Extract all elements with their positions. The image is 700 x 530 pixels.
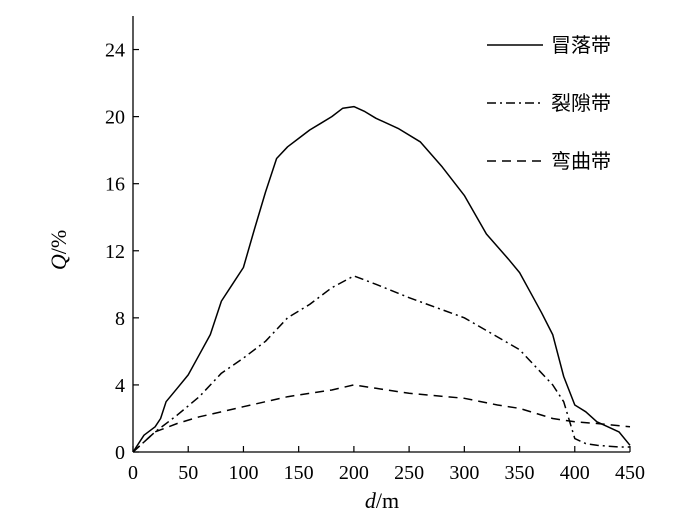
x-tick-label: 350	[505, 462, 535, 484]
legend-label: 弯曲带	[551, 149, 611, 173]
legend-label: 裂隙带	[551, 91, 611, 115]
x-tick-label: 150	[284, 462, 314, 484]
y-axis-symbol: Q	[46, 254, 71, 270]
y-tick-label: 20	[105, 107, 125, 129]
y-axis-label: Q/%	[46, 230, 71, 270]
x-tick-label: 200	[339, 462, 369, 484]
ticks: 0 50 100 150 200 250 300 350 400 450 0 4 8 12 16 20 24	[105, 40, 645, 484]
y-tick-label: 8	[115, 308, 125, 330]
x-axis-symbol: d	[365, 488, 377, 513]
y-tick-label: 4	[115, 375, 125, 397]
x-axis-unit: /m	[376, 488, 399, 513]
y-tick-label: 16	[105, 174, 125, 196]
x-axis-label: d/m	[365, 488, 399, 513]
x-tick-label: 50	[178, 462, 198, 484]
y-axis-unit: /%	[46, 230, 71, 254]
x-tick-label: 450	[615, 462, 645, 484]
y-tick-label: 12	[105, 241, 125, 263]
y-tick-label: 0	[115, 442, 125, 464]
series-lines	[132, 105, 631, 453]
x-tick-label: 400	[560, 462, 590, 484]
y-tick-label: 24	[105, 40, 125, 62]
x-tick-label: 250	[394, 462, 424, 484]
series-line	[132, 384, 631, 453]
x-tick-label: 300	[449, 462, 479, 484]
legend-label: 冒落带	[551, 33, 611, 57]
axes	[132, 16, 630, 453]
series-line	[132, 275, 630, 453]
x-tick-label: 0	[128, 462, 138, 484]
x-tick-label: 100	[228, 462, 258, 484]
series-line	[132, 105, 631, 453]
